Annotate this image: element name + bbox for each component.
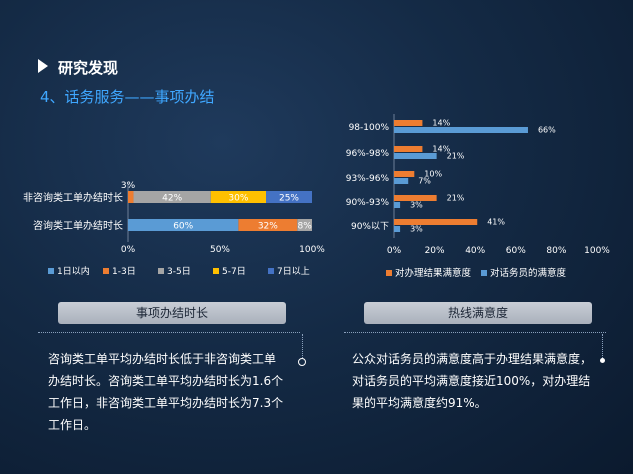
- legend-label: 7日以上: [277, 266, 310, 277]
- legend-label: 对办理结果满意度: [395, 267, 472, 279]
- bar: [394, 120, 423, 126]
- legend-swatch: [48, 268, 54, 274]
- data-label: 14%: [432, 119, 450, 128]
- x-tick-label: 60%: [506, 246, 526, 256]
- left-divider: [38, 332, 300, 333]
- legend-swatch: [213, 268, 219, 274]
- data-label: 3%: [410, 225, 423, 234]
- x-tick-label: 40%: [465, 246, 485, 256]
- legend-swatch: [158, 268, 164, 274]
- legend-label: 1日以内: [57, 265, 90, 277]
- left-marker: [298, 358, 306, 366]
- data-label: 41%: [487, 218, 505, 227]
- bar: [394, 171, 415, 177]
- data-label: 21%: [447, 194, 465, 203]
- data-label: 42%: [162, 194, 182, 204]
- bar: [394, 195, 437, 201]
- bar-segment: [266, 191, 312, 203]
- x-tick-label: 100%: [584, 246, 610, 256]
- category-label: 90%-93%: [346, 198, 390, 208]
- data-label: 30%: [228, 194, 248, 204]
- category-label: 96%-98%: [346, 149, 390, 159]
- data-label: 60%: [173, 222, 193, 232]
- category-label: 非咨询类工单办结时长: [23, 191, 123, 204]
- bar: [394, 219, 478, 225]
- x-tick-label: 80%: [546, 246, 566, 256]
- bar-segment: [133, 191, 211, 203]
- legend-swatch: [103, 268, 109, 274]
- x-tick-label: 100%: [299, 245, 325, 255]
- legend-label: 5-7日: [222, 266, 246, 277]
- data-label: 10%: [424, 170, 442, 179]
- satisfaction-caption: 热线满意度: [364, 302, 592, 324]
- legend-swatch: [481, 270, 487, 276]
- data-label: 7%: [418, 177, 431, 186]
- x-tick-label: 0%: [121, 245, 136, 255]
- satisfaction-bar-chart: 98-100% 14%66%96%-98% 14%21%93%-96% 10%7%90…: [346, 114, 610, 279]
- bar-segment: [128, 191, 134, 203]
- data-label: 32%: [258, 222, 278, 232]
- right-description: 公众对话务员的满意度高于办理结果满意度， 对话务员的平均满意度接近100%，对办…: [352, 348, 602, 414]
- right-connector: [602, 334, 603, 358]
- data-label: 3%: [121, 181, 136, 191]
- category-label: 咨询类工单办结时长: [33, 219, 123, 232]
- legend-label: 对话务员的满意度: [490, 267, 567, 279]
- right-divider: [344, 332, 606, 333]
- left-connector: [302, 334, 303, 358]
- bar: [394, 226, 401, 232]
- bar: [394, 153, 437, 159]
- legend-swatch: [268, 268, 274, 274]
- duration-caption: 事项办结时长: [58, 302, 286, 324]
- play-icon: [38, 59, 48, 73]
- data-label: 8%: [297, 222, 312, 232]
- legend-swatch: [386, 270, 392, 276]
- desc-line: 果的平均满意度约91%。: [352, 396, 487, 410]
- category-label: 98-100%: [349, 123, 390, 133]
- desc-line: 办结时长。咨询类工单平均办结时长为1.6个: [48, 374, 284, 388]
- data-label: 3%: [410, 201, 423, 210]
- desc-line: 公众对话务员的满意度高于办理结果满意度，: [352, 352, 593, 366]
- desc-line: 对话务员的平均满意度接近100%，对办理结: [352, 374, 591, 388]
- x-tick-label: 0%: [387, 246, 402, 256]
- bar-segment: [210, 191, 266, 203]
- category-label: 93%-96%: [346, 174, 390, 184]
- desc-line: 工作日。: [48, 418, 97, 432]
- data-label: 66%: [538, 126, 556, 135]
- page-subtitle: 4、话务服务——事项办结: [40, 88, 215, 106]
- bar-segment: [297, 219, 312, 231]
- data-label: 25%: [279, 194, 299, 204]
- legend-label: 3-5日: [167, 266, 191, 277]
- right-marker: [600, 358, 605, 363]
- left-description: 咨询类工单平均办结时长低于非咨询类工单 办结时长。咨询类工单平均办结时长为1.6…: [48, 348, 298, 436]
- legend-label: 1-3日: [112, 266, 136, 277]
- bar: [394, 146, 423, 152]
- x-tick-label: 20%: [425, 246, 445, 256]
- section-title: 研究发现: [58, 59, 119, 77]
- bar-segment: [238, 219, 298, 231]
- desc-line: 工作日，非咨询类工单平均办结时长为7.3个: [48, 396, 284, 410]
- data-label: 21%: [447, 152, 465, 161]
- category-label: 90%以下: [351, 222, 389, 232]
- x-tick-label: 50%: [210, 245, 230, 255]
- bar: [394, 202, 401, 208]
- data-label: 14%: [432, 145, 450, 154]
- bar-segment: [128, 219, 239, 231]
- desc-line: 咨询类工单平均办结时长低于非咨询类工单: [48, 352, 277, 366]
- bar: [394, 127, 528, 133]
- bar: [394, 178, 409, 184]
